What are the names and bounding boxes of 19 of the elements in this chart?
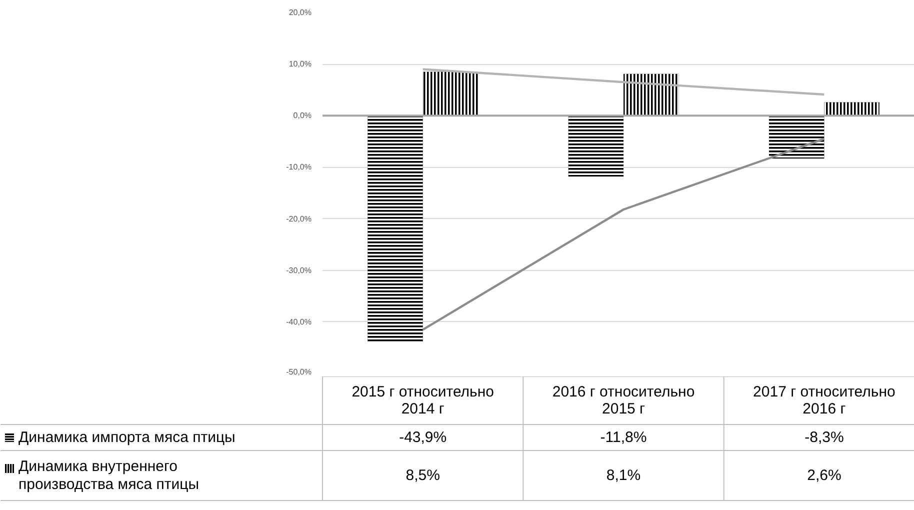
data-label: 2,6% (807, 467, 842, 484)
y-tick-label: -10,0% (286, 162, 312, 172)
x-tick-label: 2016 г относительно 2015 г (552, 384, 695, 418)
y-tick-label: -50,0% (286, 368, 312, 376)
data-label: 8,1% (606, 467, 641, 484)
y-tick-label: -20,0% (286, 214, 312, 224)
data-label: -11,8% (600, 429, 647, 446)
y-tick-label: 20,0% (288, 8, 312, 17)
data-label: -8,3% (804, 429, 844, 446)
data-label: -43,9% (399, 429, 447, 446)
x-tick-label: 2017 г относительно 2016 г (753, 384, 896, 418)
x-tick-label: 2015 г относительно 2014 г (352, 384, 494, 418)
legend-label: Динамика импорта мяса птицы (18, 429, 236, 446)
y-tick-label: -40,0% (286, 317, 312, 326)
y-tick-label: 10,0% (288, 60, 312, 69)
y-tick-label: 0,0% (293, 111, 312, 120)
legend-label: Динамика внутреннего производства мяса птицы (18, 458, 199, 493)
data-label: 8,5% (406, 467, 440, 484)
y-tick-label: -30,0% (286, 266, 312, 275)
